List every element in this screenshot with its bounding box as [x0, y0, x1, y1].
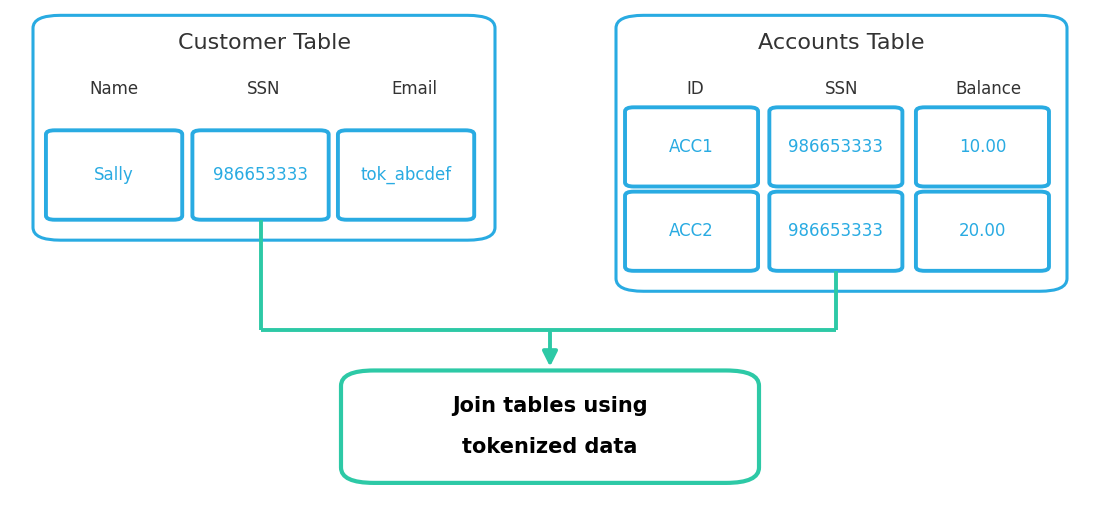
FancyBboxPatch shape	[192, 130, 329, 220]
Text: SSN: SSN	[825, 80, 858, 99]
Text: Sally: Sally	[95, 166, 134, 184]
Text: 986653333: 986653333	[789, 138, 883, 156]
FancyBboxPatch shape	[341, 370, 759, 483]
Text: 20.00: 20.00	[959, 222, 1007, 240]
FancyBboxPatch shape	[616, 15, 1067, 291]
FancyBboxPatch shape	[46, 130, 183, 220]
Text: Join tables using: Join tables using	[452, 396, 648, 416]
Text: tokenized data: tokenized data	[462, 437, 638, 457]
Text: Customer Table: Customer Table	[177, 33, 351, 54]
FancyBboxPatch shape	[769, 107, 902, 187]
Text: Balance: Balance	[955, 80, 1021, 99]
FancyBboxPatch shape	[769, 192, 902, 271]
FancyBboxPatch shape	[33, 15, 495, 240]
Text: 986653333: 986653333	[789, 222, 883, 240]
Text: 10.00: 10.00	[959, 138, 1007, 156]
FancyBboxPatch shape	[916, 107, 1049, 187]
Text: tok_abcdef: tok_abcdef	[361, 166, 452, 184]
Text: ACC2: ACC2	[669, 222, 714, 240]
Text: SSN: SSN	[248, 80, 280, 99]
Text: Email: Email	[392, 80, 437, 99]
FancyBboxPatch shape	[625, 192, 758, 271]
Text: ACC1: ACC1	[669, 138, 714, 156]
FancyBboxPatch shape	[338, 130, 474, 220]
Text: Accounts Table: Accounts Table	[758, 33, 925, 54]
FancyBboxPatch shape	[625, 107, 758, 187]
Text: ID: ID	[686, 80, 704, 99]
FancyBboxPatch shape	[916, 192, 1049, 271]
Text: Name: Name	[89, 80, 139, 99]
Text: 986653333: 986653333	[213, 166, 308, 184]
